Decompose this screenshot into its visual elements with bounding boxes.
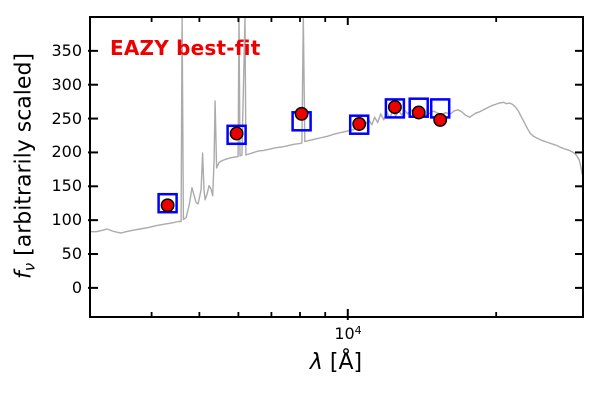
model-photometry-square — [384, 98, 406, 119]
y-tick-label: 300 — [51, 74, 82, 94]
y-tick-label: 0 — [71, 277, 82, 297]
plot-frame — [89, 16, 584, 318]
y-tick-label: 50 — [61, 244, 82, 263]
y-tick-label: 250 — [51, 108, 82, 128]
x-axis-label: λ [Å] — [310, 350, 362, 375]
observed-photometry-point — [160, 198, 175, 213]
y-axis-label-rest: [arbitrarily scaled] — [11, 53, 37, 263]
x-axis-label-symbol: λ — [309, 350, 323, 375]
y-tick-label: 350 — [51, 40, 82, 60]
y-axis-label-symbol: f — [11, 271, 37, 279]
model-photometry-square — [226, 124, 247, 146]
observed-photometry-point — [433, 112, 448, 127]
observed-photometry-point — [352, 117, 367, 131]
y-axis-label: fν [arbitrarily scaled] — [12, 53, 39, 279]
observed-photometry-point — [294, 106, 309, 121]
annotation-eazy-best-fit: EAZY best-fit — [110, 36, 261, 60]
y-tick-label: 100 — [51, 210, 82, 230]
observed-photometry-point — [387, 100, 402, 115]
observed-photometry-point — [411, 105, 426, 120]
x-tick-exponent: 4 — [354, 324, 362, 337]
y-tick-label: 150 — [51, 176, 82, 196]
x-major-tick-label: 104 — [334, 321, 361, 344]
x-tick-mantissa: 10 — [334, 324, 355, 343]
y-tick-label: 200 — [51, 142, 82, 162]
model-photometry-square — [348, 114, 370, 135]
observed-photometry-point — [229, 126, 244, 141]
y-axis-label-subscript: ν — [20, 262, 39, 272]
x-axis-label-unit: [Å] — [322, 350, 363, 375]
